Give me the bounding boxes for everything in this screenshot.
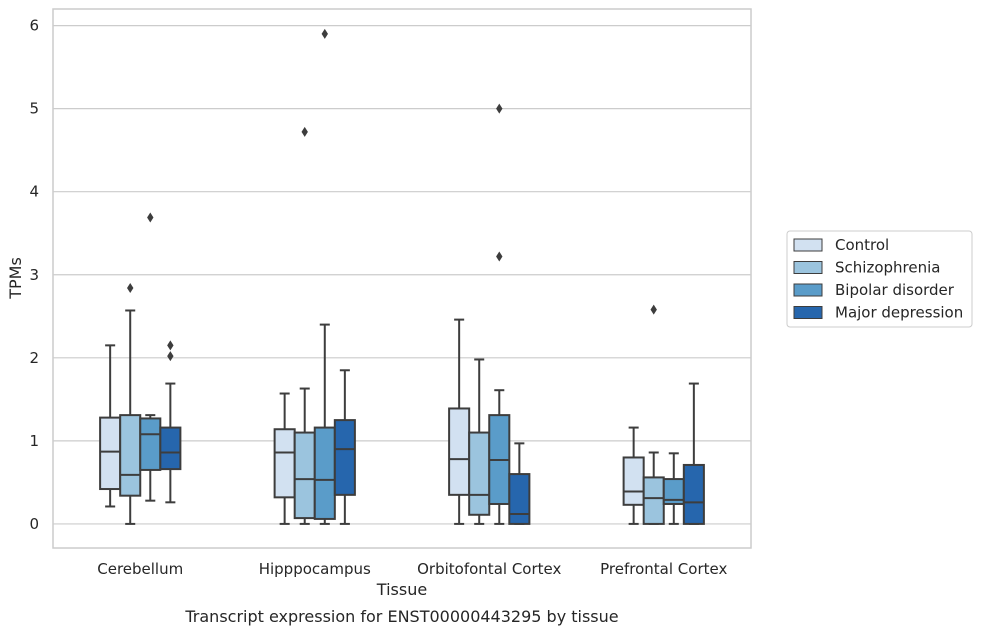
x-tick-label: Cerebellum bbox=[97, 560, 183, 578]
legend-label: Bipolar disorder bbox=[835, 281, 955, 299]
x-axis-label: Tissue bbox=[376, 580, 427, 599]
x-tick-label: Hipppocampus bbox=[259, 560, 371, 578]
y-tick-label: 5 bbox=[29, 100, 39, 118]
y-tick-label: 0 bbox=[29, 515, 39, 533]
box-1-3 bbox=[333, 369, 356, 525]
box-0-2 bbox=[139, 212, 162, 502]
y-tick-label: 1 bbox=[29, 432, 39, 450]
legend-swatch bbox=[793, 261, 823, 274]
legend-label: Major depression bbox=[835, 304, 963, 322]
box-2-3 bbox=[508, 442, 531, 525]
y-tick-label: 6 bbox=[29, 17, 39, 35]
legend-swatch bbox=[793, 306, 823, 319]
box-body bbox=[159, 426, 182, 471]
legend-label: Control bbox=[835, 236, 889, 254]
box-body bbox=[99, 416, 122, 491]
y-tick-label: 2 bbox=[29, 349, 39, 367]
outlier-point bbox=[496, 103, 503, 114]
x-tick-label: Prefrontal Cortex bbox=[600, 560, 727, 578]
box-body bbox=[682, 463, 705, 525]
box-body bbox=[313, 426, 336, 520]
box-body bbox=[448, 407, 471, 496]
legend-items: Control Schizophrenia Bipolar disorder Majo… bbox=[793, 236, 963, 322]
outlier-point bbox=[167, 340, 174, 351]
box-2-0 bbox=[448, 318, 471, 525]
y-tick-label: 4 bbox=[29, 183, 39, 201]
box-body bbox=[508, 473, 531, 525]
box-body bbox=[139, 417, 162, 471]
outlier-point bbox=[321, 28, 328, 39]
box-body bbox=[622, 456, 645, 506]
outlier-point bbox=[650, 304, 657, 315]
outlier-point bbox=[496, 251, 503, 262]
outlier-point bbox=[167, 351, 174, 362]
box-body bbox=[333, 419, 356, 496]
box-body bbox=[468, 431, 491, 516]
outlier-point bbox=[147, 212, 154, 223]
box-body bbox=[642, 476, 665, 525]
box-0-0 bbox=[99, 344, 122, 508]
outlier-point bbox=[127, 283, 134, 294]
plot-frame bbox=[52, 8, 752, 549]
legend-swatch bbox=[793, 238, 823, 252]
x-tick-label: Orbitofontal Cortex bbox=[417, 560, 561, 578]
box-0-1 bbox=[119, 283, 142, 525]
y-tick-label: 3 bbox=[29, 266, 39, 284]
legend-frame bbox=[786, 230, 973, 328]
box-0-3 bbox=[159, 340, 182, 504]
y-axis-label: TPMs bbox=[6, 257, 25, 300]
box-layer bbox=[99, 28, 705, 525]
box-2-2 bbox=[488, 103, 511, 525]
chart-caption: Transcript expression for ENST0000044329… bbox=[184, 607, 618, 626]
legend-label: Schizophrenia bbox=[835, 259, 940, 277]
box-body bbox=[119, 414, 142, 497]
box-body bbox=[293, 431, 316, 520]
box-body bbox=[273, 428, 296, 499]
outlier-point bbox=[301, 126, 308, 137]
x-axis-ticks: Cerebellum Hipppocampus Orbitofontal Corte… bbox=[97, 560, 727, 578]
y-axis-ticks: 0 1 2 3 4 5 6 bbox=[29, 17, 39, 533]
box-3-3 bbox=[682, 382, 705, 525]
legend-swatch bbox=[793, 283, 823, 297]
legend: Control Schizophrenia Bipolar disorder Majo… bbox=[786, 230, 973, 328]
